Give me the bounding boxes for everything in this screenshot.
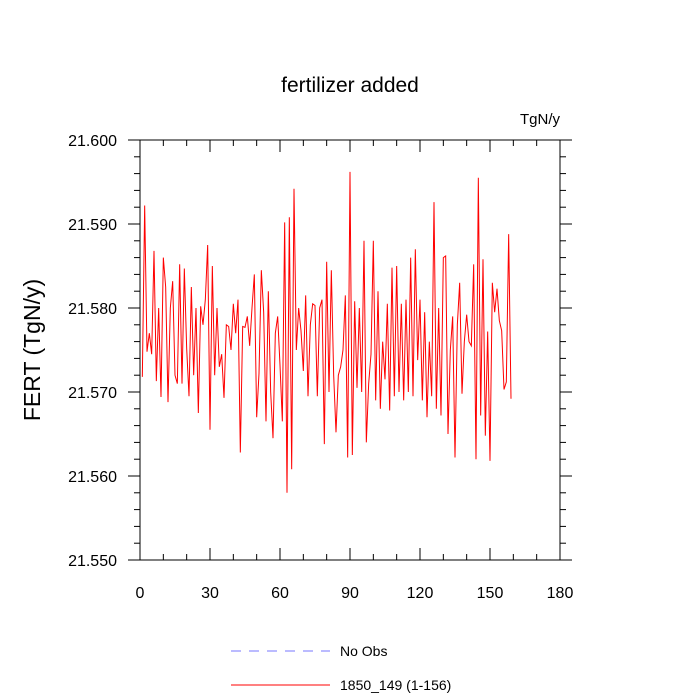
plot-frame (139, 139, 561, 561)
y-tick-label: 21.570 (68, 385, 117, 402)
y-tick-label: 21.580 (68, 301, 117, 318)
x-tick-label: 120 (407, 585, 434, 602)
x-tick-label: 150 (477, 585, 504, 602)
axis-tick-labels: 0 30 60 90 120 150 180 21.550 21.560 21.570 21.580… (68, 133, 573, 602)
x-tick-label: 90 (341, 585, 359, 602)
legend-label-1850-149: 1850_149 (1-156) (340, 677, 451, 693)
x-tick-label: 180 (547, 585, 574, 602)
x-tick-label: 60 (271, 585, 289, 602)
x-tick-label: 30 (201, 585, 219, 602)
series-line-1850-149 (141, 171, 512, 493)
x-tick-label: 0 (136, 585, 145, 602)
chart-title: fertilizer added (281, 74, 419, 97)
y-tick-label: 21.560 (68, 469, 117, 486)
y-tick-label: 21.550 (68, 553, 117, 570)
units-label: TgN/y (520, 111, 561, 128)
series-group (141, 171, 512, 493)
y-axis-label: FERT (TgN/y) (19, 279, 45, 421)
legend-label-no-obs: No Obs (340, 643, 387, 659)
legend: No Obs 1850_149 (1-156) (231, 643, 451, 693)
y-tick-label: 21.590 (68, 217, 117, 234)
y-tick-label: 21.600 (68, 133, 117, 150)
